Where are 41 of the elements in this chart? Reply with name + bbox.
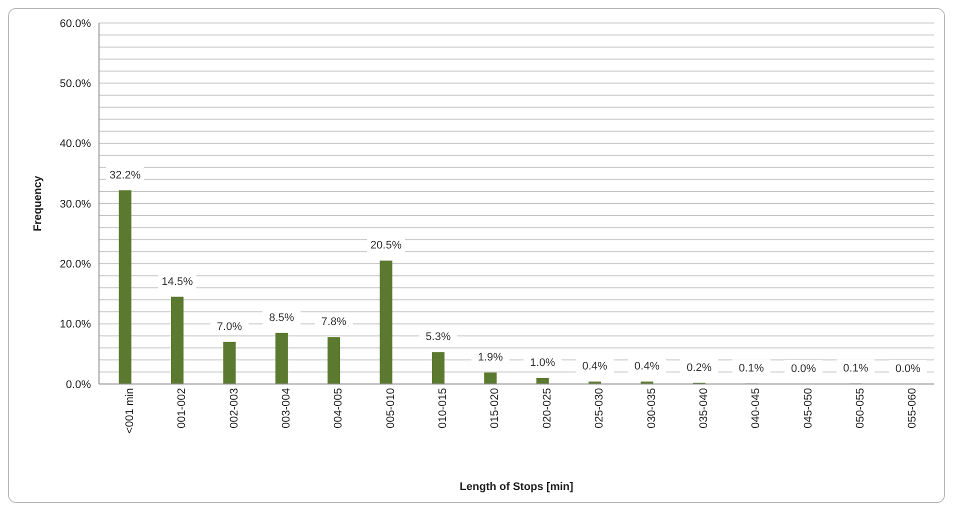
x-tick-label: 020-025 bbox=[541, 388, 554, 428]
data-label: 0.0% bbox=[895, 363, 921, 375]
y-tick-label: 20.0% bbox=[60, 258, 92, 271]
y-tick-label: 10.0% bbox=[60, 318, 92, 331]
data-label: 1.0% bbox=[530, 356, 556, 369]
x-tick-label: 050-055 bbox=[854, 388, 867, 428]
y-axis-title: Frequency bbox=[32, 174, 44, 232]
y-tick-label: 0.0% bbox=[66, 378, 92, 391]
x-tick-label: 010-015 bbox=[437, 388, 450, 428]
data-label: 0.4% bbox=[634, 360, 660, 373]
data-label: 0.4% bbox=[582, 360, 608, 373]
x-tick-label: 025-030 bbox=[594, 388, 606, 428]
x-tick-label: 004-005 bbox=[332, 388, 345, 428]
x-tick-label: 015-020 bbox=[489, 388, 502, 428]
x-tick-label: <001 min bbox=[124, 388, 136, 434]
x-tick-label: 040-045 bbox=[750, 388, 762, 428]
x-tick-label: 005-010 bbox=[384, 388, 397, 428]
y-tick-label: 30.0% bbox=[60, 198, 92, 210]
x-tick-label: 045-050 bbox=[802, 388, 814, 428]
x-tick-label: 055-060 bbox=[906, 388, 919, 428]
data-label: 0.0% bbox=[790, 363, 816, 375]
data-label: 14.5% bbox=[162, 276, 194, 288]
data-label: 1.9% bbox=[478, 352, 504, 364]
data-label: 20.5% bbox=[370, 240, 402, 252]
x-tick-label: 001-002 bbox=[176, 388, 188, 428]
x-tick-label: 003-004 bbox=[280, 388, 292, 428]
data-label: 5.3% bbox=[426, 331, 451, 344]
x-axis-title: Length of Stops [min] bbox=[460, 481, 574, 493]
data-label: 0.2% bbox=[686, 362, 712, 374]
x-tick-label: 030-035 bbox=[646, 388, 658, 428]
data-label: 8.5% bbox=[269, 312, 294, 324]
data-label: 7.8% bbox=[321, 316, 347, 328]
x-tick-label: 002-003 bbox=[228, 388, 240, 428]
x-tick-label: 035-040 bbox=[698, 388, 710, 428]
data-label: 7.0% bbox=[216, 320, 242, 333]
y-tick-label: 60.0% bbox=[60, 18, 92, 30]
data-label: 0.1% bbox=[843, 362, 868, 374]
y-tick-label: 40.0% bbox=[60, 138, 92, 150]
data-label: 32.2% bbox=[109, 169, 141, 182]
y-tick-label: 50.0% bbox=[60, 78, 92, 90]
data-label: 0.1% bbox=[738, 362, 764, 374]
